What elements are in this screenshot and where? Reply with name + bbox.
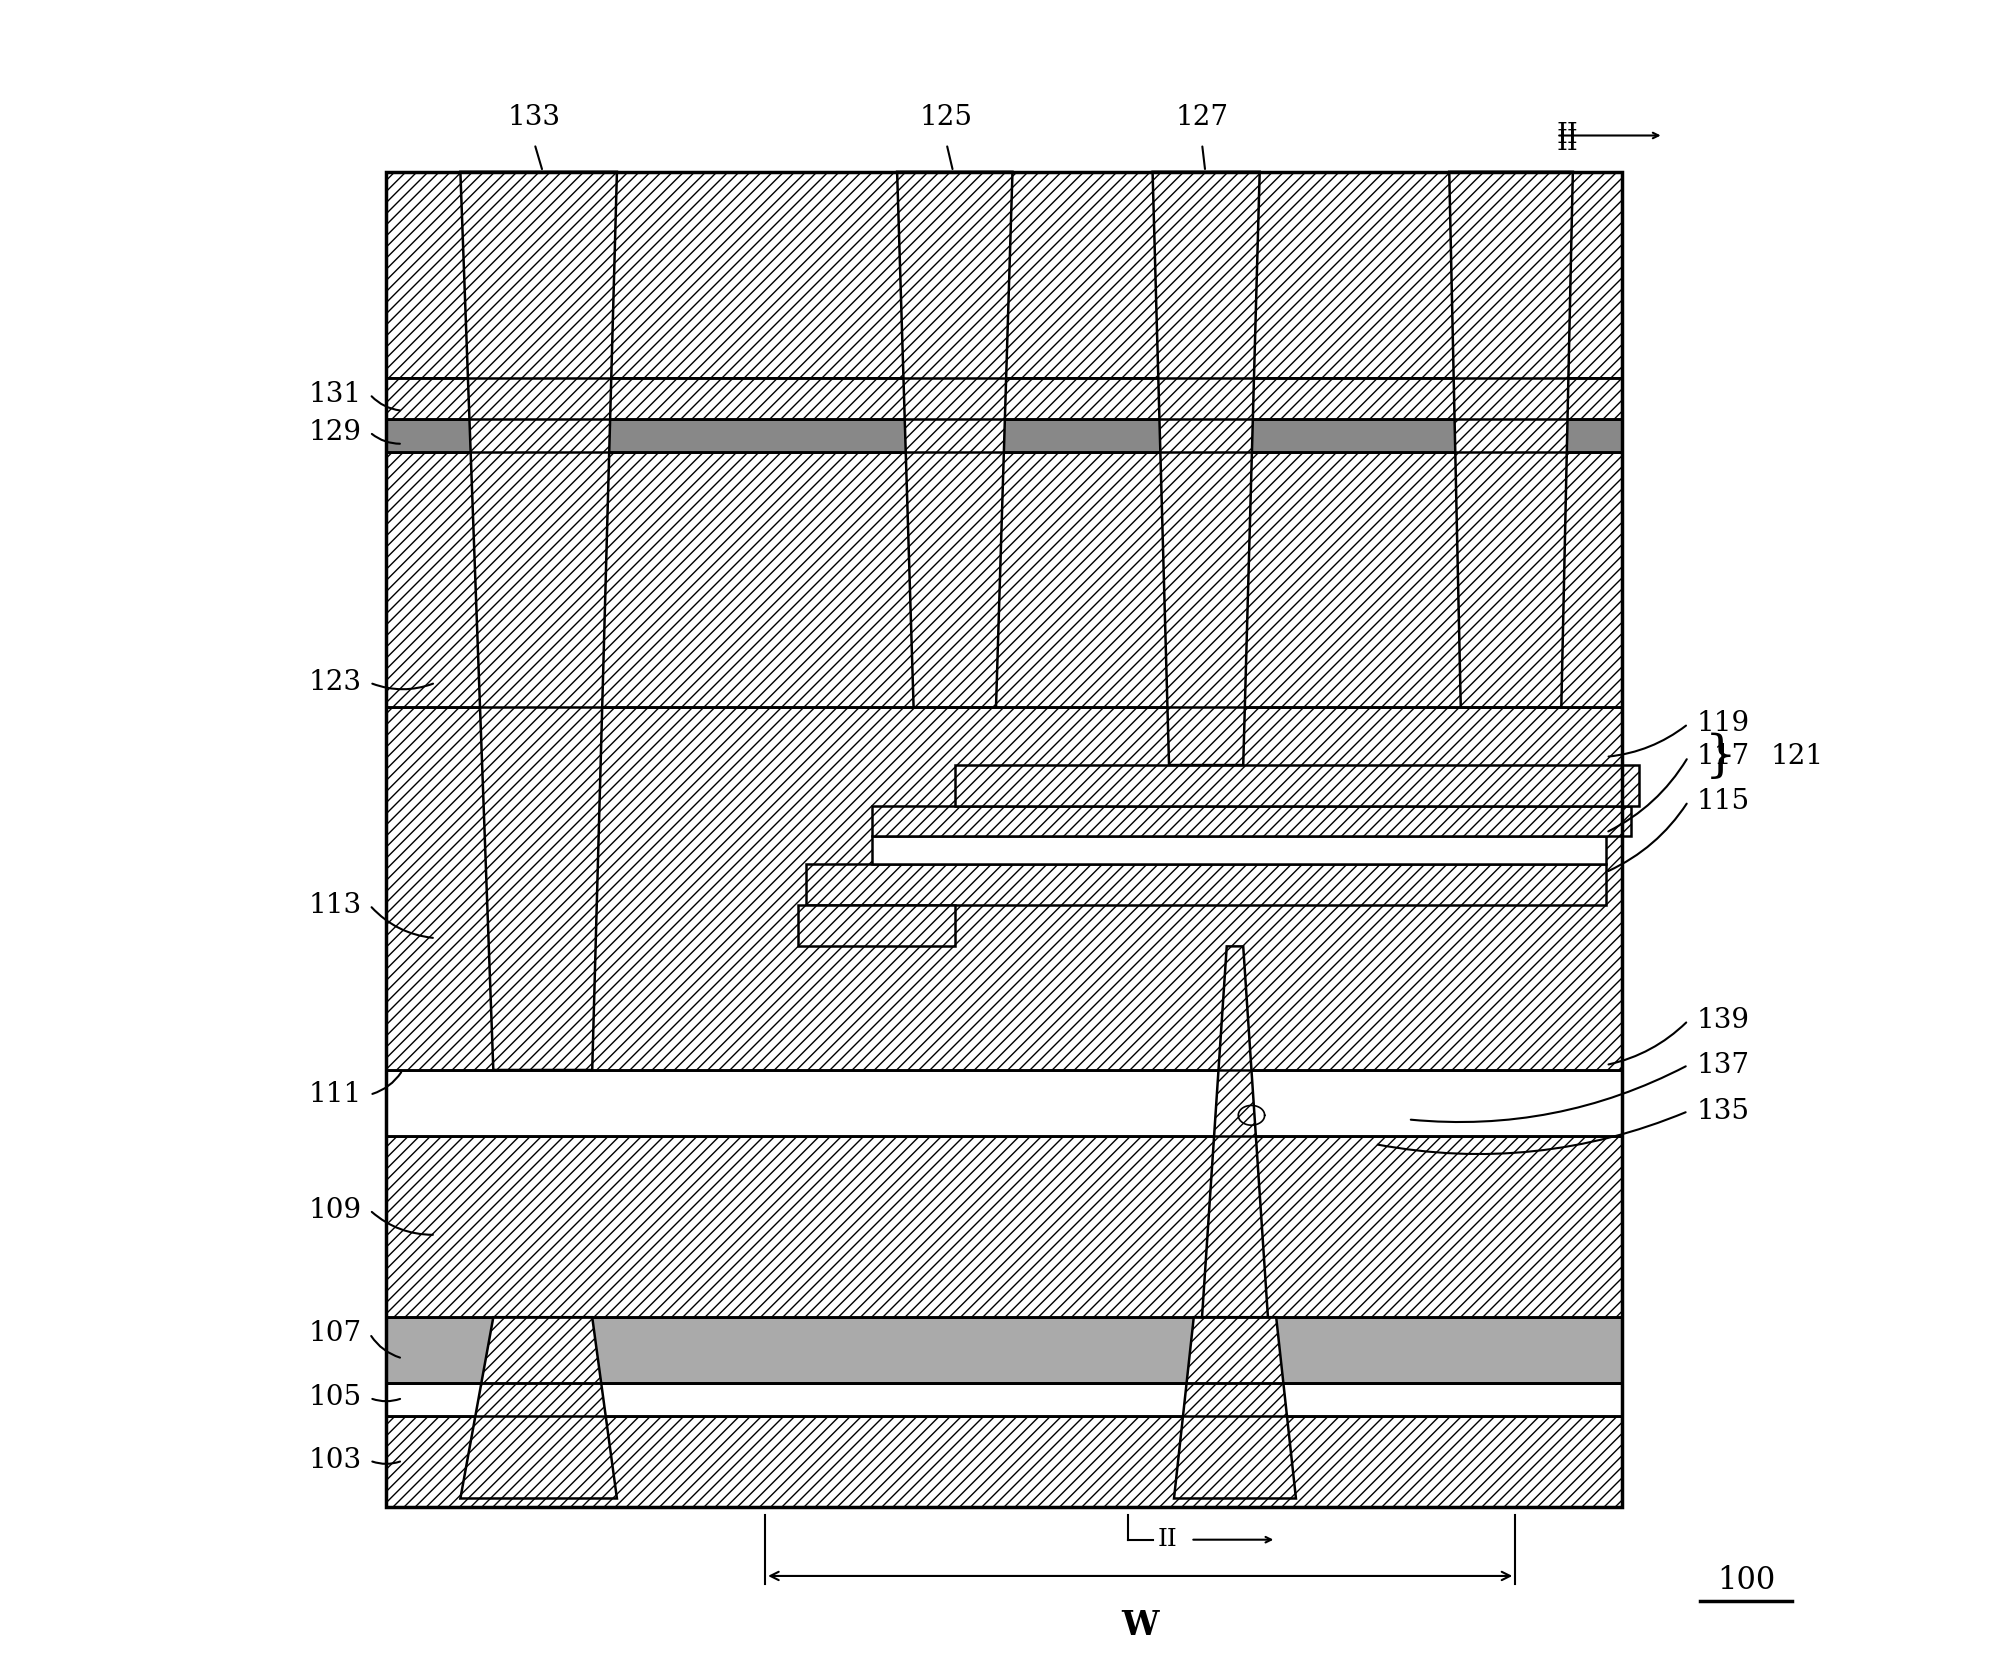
Bar [386,452,1621,708]
Text: W: W [1121,1609,1159,1642]
Text: 139: 139 [1697,1007,1749,1034]
Bar [386,171,1621,1507]
Polygon shape [460,1318,618,1499]
Text: II: II [1556,128,1578,156]
Bar [954,765,1639,806]
Bar [386,1135,1621,1318]
Bar [799,906,954,946]
Text: 131: 131 [309,381,361,407]
Text: 115: 115 [1697,788,1749,814]
Bar [386,419,1621,452]
Text: 125: 125 [920,103,972,131]
Text: 135: 135 [1697,1097,1749,1125]
Text: }: } [1705,731,1737,781]
Bar [386,171,1621,377]
Text: II: II [1157,1527,1177,1551]
Polygon shape [1450,171,1574,708]
Bar [386,1070,1621,1135]
Text: 100: 100 [1717,1566,1775,1597]
Bar [386,1383,1621,1416]
Bar [386,377,1621,419]
Text: 111: 111 [309,1082,361,1109]
Text: 137: 137 [1697,1052,1749,1079]
Bar [872,836,1606,864]
Text: 129: 129 [309,419,361,445]
Text: 121: 121 [1771,743,1825,770]
Text: 107: 107 [309,1320,361,1348]
Polygon shape [1201,946,1269,1318]
Text: 117: 117 [1697,743,1749,770]
Text: 113: 113 [309,892,361,919]
Polygon shape [1173,1318,1297,1499]
Bar [386,1318,1621,1383]
Polygon shape [1153,171,1259,765]
Text: 127: 127 [1175,103,1229,131]
Bar [386,708,1621,1070]
Text: 133: 133 [508,103,562,131]
Bar [386,171,1621,1507]
Bar [386,1416,1621,1507]
Polygon shape [896,171,1012,708]
Text: 105: 105 [309,1384,361,1411]
Text: 109: 109 [309,1197,361,1223]
Polygon shape [460,171,618,1070]
Bar [807,864,1606,906]
Text: II: II [1556,121,1578,150]
Text: 123: 123 [309,670,361,696]
Text: 119: 119 [1697,710,1749,738]
Text: 103: 103 [309,1448,361,1474]
Bar [872,806,1631,836]
